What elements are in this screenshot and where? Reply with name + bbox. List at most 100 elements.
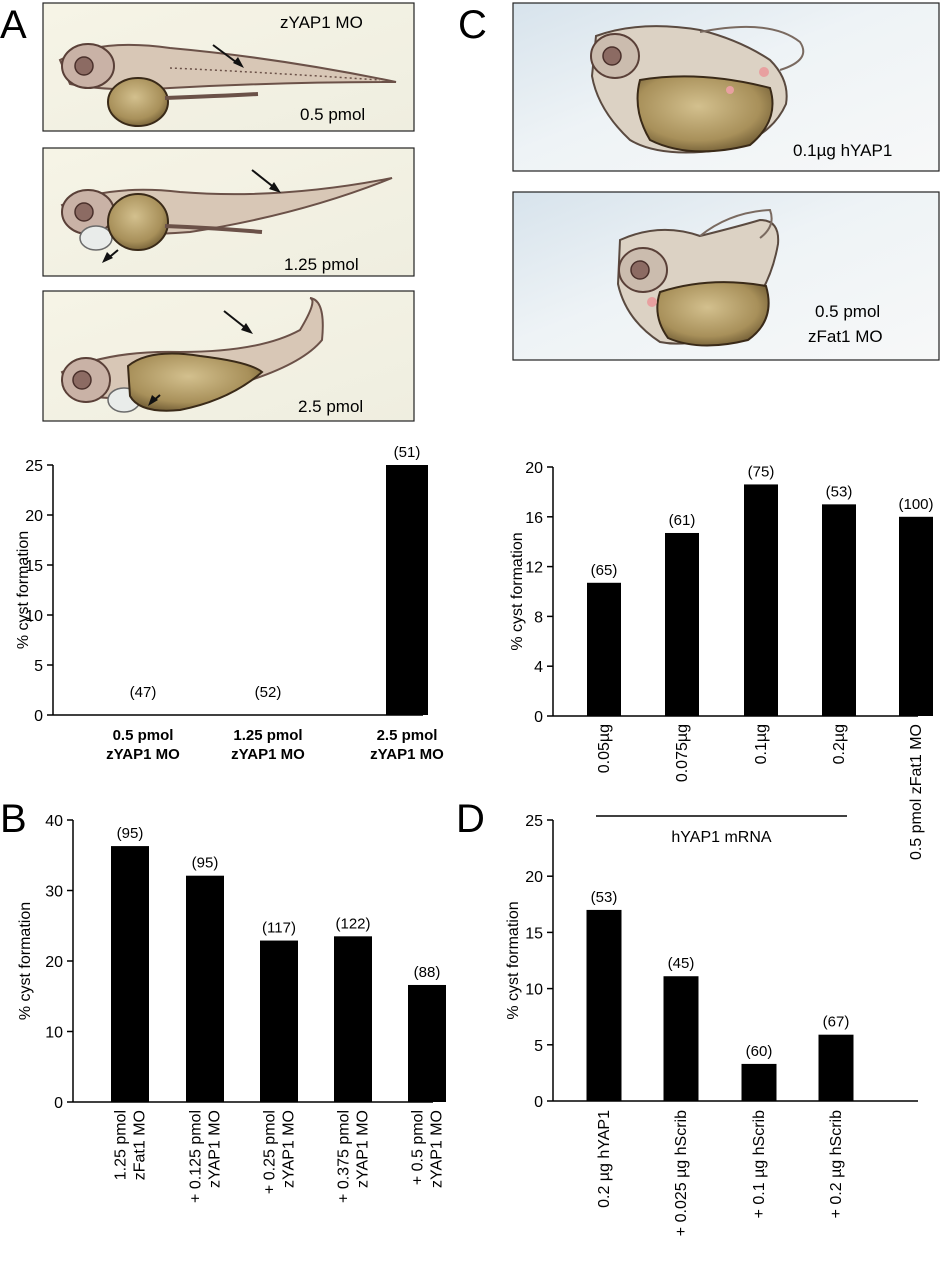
y-tick-label: 15 — [525, 925, 543, 942]
x-tick-label: + 0.25 pmol — [262, 1110, 279, 1194]
panel-letter-d: D — [456, 797, 485, 841]
panel-letter-a: A — [0, 3, 27, 47]
x-tick-label: + 0.025 µg hScrib — [673, 1110, 690, 1236]
x-tick-label: 0.2µg — [831, 724, 848, 764]
micrograph-a-2-dose: 1.25 pmol — [284, 255, 359, 274]
x-tick-label: 2.5 pmol — [377, 727, 438, 744]
bar-count-label: (51) — [394, 444, 421, 461]
bar-count-label: (53) — [591, 889, 618, 906]
y-tick-label: 20 — [45, 954, 63, 971]
x-tick-label: + 0.375 pmol — [336, 1110, 353, 1203]
y-tick-label: 20 — [525, 460, 543, 477]
bar — [111, 846, 149, 1102]
bar-count-label: (53) — [826, 483, 853, 500]
y-tick-label: 0 — [534, 1094, 543, 1111]
x-tick-label: 1.25 pmol — [233, 727, 302, 744]
chart-b: 0 10 20 30 40 % cyst formation (95) 1.25 pmol zF… — [17, 813, 446, 1203]
micrograph-c-2-label-line1: 0.5 pmol — [815, 302, 880, 321]
micrograph-c-1-label: 0.1µg hYAP1 — [793, 141, 892, 160]
chart-a: 0 5 10 15 20 25 % cyst formation (47) 0.5 pmol zY… — [15, 444, 444, 763]
y-tick-label: 12 — [525, 560, 543, 577]
bar-count-label: (122) — [335, 915, 370, 932]
x-tick-label: zYAP1 MO — [429, 1110, 446, 1188]
y-tick-label: 0 — [54, 1095, 63, 1112]
bar — [587, 582, 621, 716]
y-axis-label: % cyst formation — [505, 901, 522, 1019]
bar-count-label: (67) — [823, 1014, 850, 1031]
bar — [334, 936, 372, 1102]
micrograph-a-1-dose: 0.5 pmol — [300, 105, 365, 124]
micrograph-c-1: 0.1µg hYAP1 — [512, 2, 940, 172]
y-tick-label: 20 — [525, 869, 543, 886]
x-tick-label: 0.075µg — [674, 724, 691, 782]
bar — [260, 940, 298, 1102]
y-tick-label: 5 — [534, 1038, 543, 1055]
micrograph-a-3-dose: 2.5 pmol — [298, 397, 363, 416]
x-tick-label: 0.5 pmol zFat1 MO — [908, 724, 925, 860]
bar-count-label: (95) — [192, 855, 219, 872]
bar-count-label: (61) — [669, 512, 696, 529]
panel-letter-b: B — [0, 797, 27, 841]
y-tick-label: 15 — [25, 558, 43, 575]
y-tick-label: 8 — [534, 609, 543, 626]
panel-letter-c: C — [458, 3, 487, 47]
micrograph-a-3: 2.5 pmol — [42, 290, 415, 422]
y-tick-label: 0 — [34, 708, 43, 725]
y-tick-label: 25 — [525, 813, 543, 830]
y-axis-label: % cyst formation — [15, 531, 32, 649]
bar-count-label: (60) — [746, 1043, 773, 1060]
chart-c: 0 4 8 12 16 20 % cyst formation (65) 0.05µg (61) 0… — [509, 460, 934, 860]
x-tick-label: zYAP1 MO — [355, 1110, 372, 1188]
bar — [899, 516, 933, 716]
bar-count-label: (117) — [262, 920, 296, 937]
x-tick-label: 0.1µg — [753, 724, 770, 764]
bar-count-label: (47) — [130, 684, 157, 701]
y-axis-label: % cyst formation — [17, 902, 34, 1020]
bar — [741, 1063, 777, 1101]
x-tick-label: + 0.2 µg hScrib — [828, 1110, 845, 1218]
bar — [386, 465, 428, 715]
x-tick-label: + 0.1 µg hScrib — [751, 1110, 768, 1218]
x-tick-label: 0.5 pmol — [113, 727, 174, 744]
y-tick-label: 16 — [525, 510, 543, 527]
bar — [663, 976, 699, 1101]
x-tick-label: 0.2 µg hYAP1 — [596, 1110, 613, 1208]
bar-count-label: (88) — [414, 964, 441, 981]
micrograph-c-2: 0.5 pmol zFat1 MO — [512, 191, 940, 361]
y-tick-label: 5 — [34, 658, 43, 675]
x-tick-label: zFat1 MO — [132, 1110, 149, 1180]
x-tick-label: zYAP1 MO — [207, 1110, 224, 1188]
micrograph-a-1-group-label: zYAP1 MO — [280, 13, 363, 32]
x-tick-label: zYAP1 MO — [281, 1110, 298, 1188]
bar-count-label: (95) — [117, 825, 144, 842]
micrograph-c-2-label-line2: zFat1 MO — [808, 327, 883, 346]
y-tick-label: 0 — [534, 709, 543, 726]
bar-count-label: (65) — [591, 562, 618, 579]
x-tick-label: zYAP1 MO — [106, 746, 180, 763]
group-label: hYAP1 mRNA — [671, 829, 772, 846]
x-tick-label: 0.05µg — [596, 724, 613, 773]
micrograph-a-1: zYAP1 MO 0.5 pmol — [42, 2, 415, 132]
y-tick-label: 10 — [45, 1025, 63, 1042]
y-tick-label: 10 — [25, 608, 43, 625]
y-tick-label: 4 — [534, 659, 543, 676]
x-tick-label: + 0.125 pmol — [188, 1110, 205, 1203]
bar — [822, 504, 856, 716]
bar-count-label: (45) — [668, 955, 695, 972]
x-tick-label: zYAP1 MO — [231, 746, 305, 763]
bar-count-label: (100) — [898, 496, 933, 513]
y-tick-label: 20 — [25, 508, 43, 525]
y-axis-label: % cyst formation — [509, 532, 526, 650]
y-tick-label: 25 — [25, 458, 43, 475]
y-tick-label: 40 — [45, 813, 63, 830]
bar — [818, 1034, 854, 1101]
bar-count-label: (75) — [748, 463, 775, 480]
chart-d: 0 5 10 15 20 25 % cyst formation (53) 0.2 µg hYA… — [505, 813, 918, 1236]
y-tick-label: 10 — [525, 982, 543, 999]
x-tick-label: + 0.5 pmol — [410, 1110, 427, 1185]
y-tick-label: 30 — [45, 884, 63, 901]
bar — [408, 984, 446, 1102]
x-tick-label: zYAP1 MO — [370, 746, 444, 763]
bar — [744, 484, 778, 716]
